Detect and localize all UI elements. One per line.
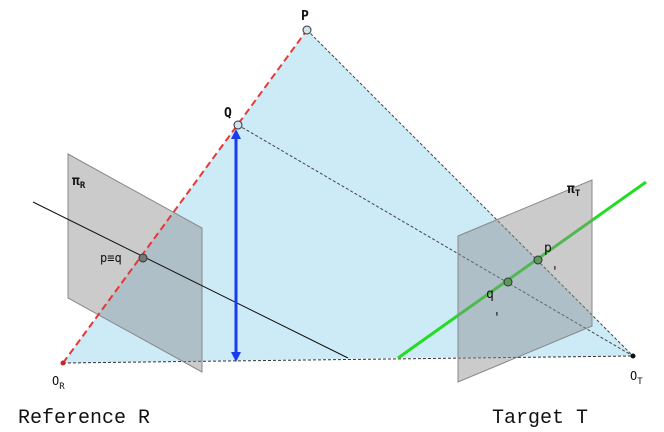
reference-image-plane (67, 153, 203, 373)
reference-viewing-ray (62, 29, 308, 364)
projection-triangle (63, 30, 633, 363)
label-p-prime: p (544, 241, 552, 256)
epipolar-line (397, 180, 647, 360)
label-pi-T: πT (567, 182, 581, 199)
label-q-prime-mark: ' (493, 311, 501, 326)
label-O-T: OT (630, 369, 643, 387)
target-image-plane (457, 179, 593, 383)
baseline (62, 355, 634, 364)
label-O-R: OR (52, 374, 65, 392)
ray-P-to-OT (306, 29, 634, 357)
reference-plane-line (32, 201, 349, 359)
label-pi-R: πR (72, 174, 86, 191)
ray-Q-to-OT (237, 124, 634, 357)
label-p-eq-q: p≡q (100, 251, 122, 265)
reference-caption: Reference R (18, 407, 150, 430)
point-q-prime (503, 277, 513, 287)
label-P: P (301, 9, 309, 24)
label-p-prime-mark: ' (551, 265, 559, 280)
point-O-R (60, 360, 66, 366)
point-p-eq-q (138, 253, 148, 263)
point-P (302, 25, 312, 35)
point-Q (233, 120, 243, 130)
point-O-T (630, 353, 636, 359)
label-q-prime: q (486, 287, 494, 302)
target-caption: Target T (492, 407, 588, 430)
label-Q: Q (224, 106, 232, 121)
point-p-prime (533, 255, 543, 265)
